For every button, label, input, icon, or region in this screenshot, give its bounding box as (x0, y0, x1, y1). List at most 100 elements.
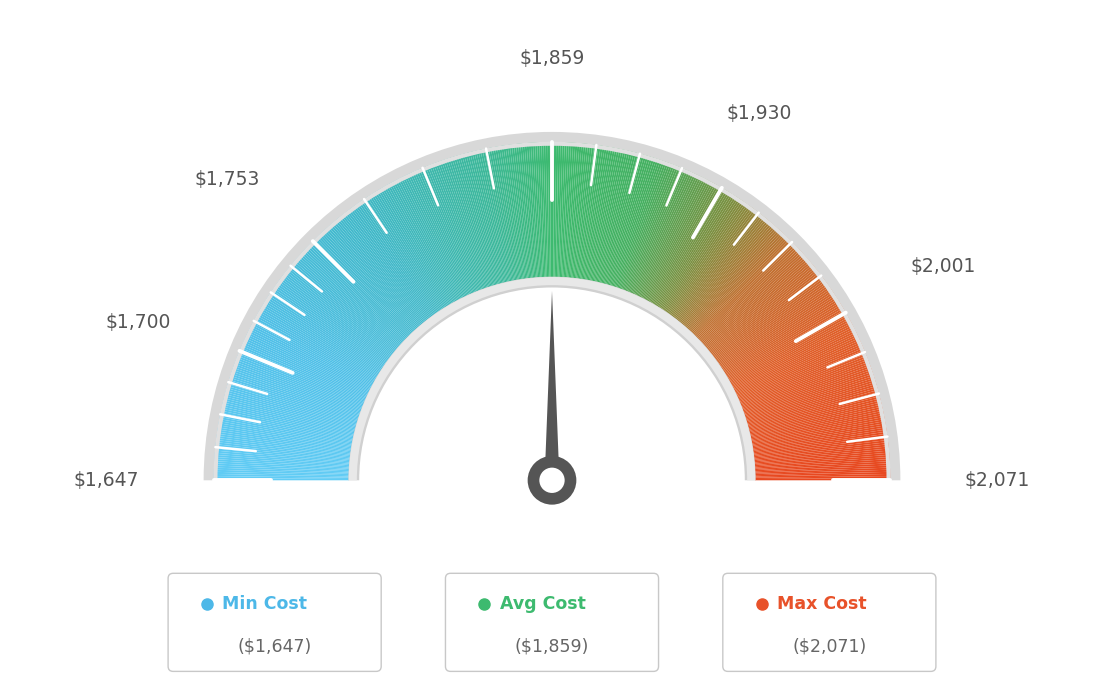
Wedge shape (513, 144, 530, 279)
Wedge shape (374, 191, 446, 308)
Wedge shape (712, 273, 820, 357)
Wedge shape (226, 388, 357, 426)
Wedge shape (643, 178, 705, 299)
Wedge shape (656, 189, 726, 306)
Wedge shape (719, 286, 830, 365)
Wedge shape (705, 258, 808, 348)
Text: Min Cost: Min Cost (222, 595, 307, 613)
Wedge shape (242, 344, 367, 400)
Wedge shape (485, 148, 512, 282)
Wedge shape (501, 146, 523, 279)
Wedge shape (250, 327, 371, 389)
Wedge shape (622, 163, 670, 290)
Wedge shape (752, 423, 885, 447)
Wedge shape (445, 159, 489, 288)
Wedge shape (752, 425, 887, 449)
Wedge shape (315, 238, 411, 336)
Wedge shape (251, 325, 372, 388)
Wedge shape (570, 144, 584, 278)
Wedge shape (689, 231, 782, 331)
Wedge shape (490, 147, 517, 281)
Wedge shape (662, 197, 739, 311)
Wedge shape (311, 241, 408, 337)
Wedge shape (214, 466, 349, 473)
Wedge shape (755, 472, 890, 477)
Wedge shape (605, 154, 643, 285)
Wedge shape (755, 478, 890, 480)
Wedge shape (680, 218, 767, 324)
Wedge shape (598, 151, 631, 283)
Wedge shape (545, 142, 550, 277)
Wedge shape (267, 295, 382, 371)
Wedge shape (614, 158, 657, 287)
Wedge shape (753, 436, 888, 455)
Wedge shape (234, 364, 361, 411)
Wedge shape (679, 217, 766, 323)
Wedge shape (258, 310, 376, 380)
Wedge shape (754, 453, 890, 465)
Wedge shape (625, 164, 675, 291)
Wedge shape (230, 376, 359, 419)
Wedge shape (240, 350, 364, 403)
Wedge shape (587, 147, 614, 281)
Wedge shape (328, 225, 418, 328)
Wedge shape (393, 181, 457, 302)
Wedge shape (739, 348, 864, 402)
Wedge shape (585, 146, 609, 280)
Wedge shape (735, 335, 858, 394)
Wedge shape (214, 474, 349, 477)
Wedge shape (232, 368, 361, 414)
Wedge shape (331, 222, 421, 326)
Wedge shape (222, 402, 354, 435)
Wedge shape (396, 179, 460, 300)
Wedge shape (755, 470, 890, 475)
Wedge shape (720, 290, 832, 367)
Wedge shape (599, 152, 634, 284)
Wedge shape (576, 144, 594, 279)
Wedge shape (466, 152, 501, 284)
Wedge shape (721, 292, 835, 368)
Wedge shape (550, 142, 552, 277)
Wedge shape (380, 188, 449, 306)
Text: Avg Cost: Avg Cost (500, 595, 585, 613)
Wedge shape (571, 144, 586, 278)
Wedge shape (259, 308, 378, 378)
Wedge shape (275, 285, 386, 364)
Wedge shape (214, 468, 349, 474)
Wedge shape (335, 219, 423, 325)
Wedge shape (252, 323, 372, 387)
Wedge shape (595, 150, 626, 282)
Wedge shape (741, 357, 868, 408)
Wedge shape (362, 199, 439, 313)
Wedge shape (686, 225, 776, 328)
Wedge shape (360, 201, 438, 313)
Wedge shape (584, 146, 607, 280)
Wedge shape (399, 178, 461, 299)
Wedge shape (754, 446, 889, 461)
Wedge shape (734, 333, 857, 393)
Wedge shape (326, 228, 417, 330)
Wedge shape (740, 350, 864, 403)
Wedge shape (296, 258, 399, 348)
Wedge shape (704, 257, 807, 347)
Wedge shape (312, 239, 410, 337)
Wedge shape (548, 142, 551, 277)
Wedge shape (631, 169, 687, 294)
Wedge shape (233, 366, 361, 413)
Wedge shape (286, 270, 393, 355)
Wedge shape (751, 415, 884, 442)
Wedge shape (749, 398, 881, 433)
Wedge shape (404, 175, 465, 298)
Wedge shape (365, 197, 442, 311)
Wedge shape (263, 303, 380, 375)
Wedge shape (675, 210, 757, 319)
Wedge shape (214, 463, 349, 471)
Wedge shape (344, 212, 428, 320)
Wedge shape (524, 143, 537, 278)
Wedge shape (240, 348, 365, 402)
Wedge shape (613, 157, 655, 287)
Wedge shape (238, 352, 364, 404)
Wedge shape (691, 234, 785, 333)
Wedge shape (754, 444, 889, 460)
Wedge shape (539, 142, 545, 277)
